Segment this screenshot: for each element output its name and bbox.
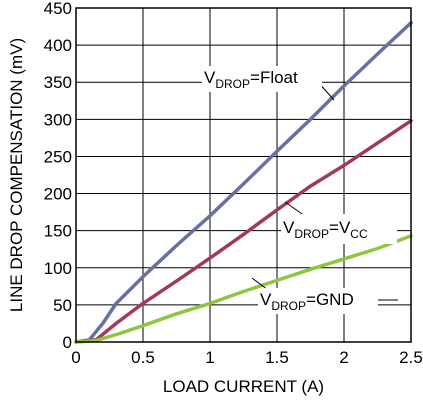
x-axis-label: LOAD CURRENT (A) (163, 377, 324, 396)
y-tick-label: 0 (63, 333, 72, 352)
series-line-vcc (74, 119, 413, 344)
annotation-vcc-text: VDROP=VCC (283, 218, 368, 241)
series-line-gnd (74, 234, 413, 344)
y-tick-label: 100 (44, 259, 72, 278)
y-tick-label: 300 (44, 110, 72, 129)
x-tick-labels: 0 0.5 1 1.5 2 2.5 (71, 348, 423, 367)
series-line-float (74, 21, 413, 344)
annotation-vcc: VDROP=VCC (281, 201, 397, 244)
x-tick-label: 1 (205, 348, 214, 367)
annotation-vcc-leader (284, 201, 306, 217)
x-tick-label: 2 (339, 348, 348, 367)
y-tick-label: 150 (44, 222, 72, 241)
x-tick-label: 2.5 (399, 348, 423, 367)
series-lines (74, 21, 413, 344)
x-tick-label: 1.5 (265, 348, 289, 367)
annotation-vcc-background (281, 214, 397, 244)
annotation-gnd-background (258, 288, 378, 314)
x-tick-label: 0 (71, 348, 80, 367)
annotation-gnd: VDROP=GND (251, 277, 398, 314)
y-axis-label: LINE DROP COMPENSATION (mV) (7, 38, 26, 312)
x-tick-label: 0.5 (131, 348, 155, 367)
annotation-gnd-text: VDROP=GND (260, 290, 354, 313)
y-tick-labels: 0 50 100 150 200 250 300 350 400 450 (44, 0, 72, 352)
y-tick-label: 200 (44, 185, 72, 204)
y-tick-label: 450 (44, 0, 72, 18)
y-tick-label: 400 (44, 36, 72, 55)
y-tick-label: 50 (53, 296, 72, 315)
annotation-float: VDROP=Float (202, 66, 335, 101)
y-tick-label: 250 (44, 147, 72, 166)
annotation-float-background (202, 66, 322, 92)
plot-frame (75, 7, 412, 343)
y-tick-label: 350 (44, 73, 72, 92)
annotation-float-text: VDROP=Float (204, 68, 298, 91)
